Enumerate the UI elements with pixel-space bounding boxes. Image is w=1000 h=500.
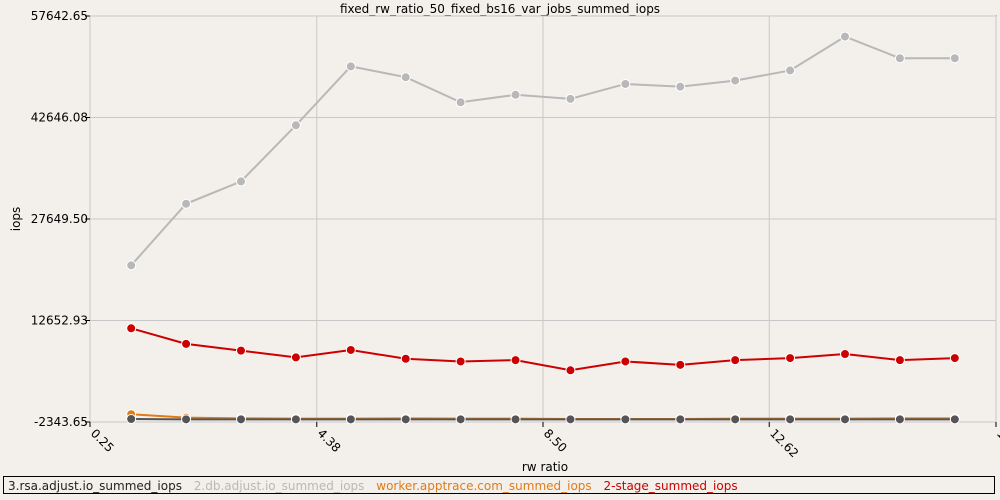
data-point [290,120,301,131]
data-point [455,414,466,425]
x-tick-label: 8.50 [541,426,570,455]
data-point [126,260,137,271]
data-point [400,72,411,83]
data-point [949,414,960,425]
data-point [949,53,960,64]
x-axis: 0.25 4.38 8.50 12.62 16.75 [88,422,1000,460]
data-point [455,97,466,108]
legend-item-rsa: 3.rsa.adjust.io_summed_iops [8,479,182,493]
data-point [236,414,246,425]
series-line [130,327,955,372]
data-point [455,356,466,367]
data-point [236,176,246,187]
data-point [290,414,301,425]
legend-item-worker: worker.apptrace.com_summed_iops [376,479,592,493]
data-point [236,345,246,356]
data-point [675,359,686,370]
series-group [126,31,960,425]
data-point [181,198,192,209]
data-point [840,31,850,42]
legend: 3.rsa.adjust.io_summed_iops 2.db.adjust.… [3,476,995,494]
data-point [620,356,631,367]
data-point [510,89,521,100]
data-point [785,65,796,76]
data-point [565,414,576,425]
data-point [345,414,356,425]
x-tick-label: 4.38 [315,426,344,455]
data-point [730,355,741,366]
legend-item-2stage: 2-stage_summed_iops [603,479,738,493]
data-point [345,344,356,355]
data-point [181,338,192,349]
data-point [126,323,137,334]
data-point [730,414,741,425]
data-point [730,75,741,86]
data-point [675,414,686,425]
data-point [565,365,576,376]
data-point [181,414,192,425]
data-point [126,413,137,424]
x-tick-label: 12.62 [767,426,801,460]
data-point [400,353,411,364]
data-point [290,352,301,363]
data-point [675,81,686,92]
data-point [565,93,576,104]
x-tick-label: 16.75 [994,426,1000,460]
y-tick-label: -2343.65 [34,415,88,429]
data-point [949,353,960,364]
data-point [840,349,850,360]
data-point [785,414,796,425]
data-point [510,414,521,425]
x-tick-label: 0.25 [88,426,117,455]
data-point [510,355,521,366]
series-line [130,35,955,267]
legend-item-db: 2.db.adjust.io_summed_iops [193,479,365,493]
data-point [345,61,356,72]
data-point [894,355,905,366]
y-tick-label: 27649.50 [31,212,88,226]
data-point [400,414,411,425]
data-point [840,414,850,425]
data-point [620,414,631,425]
y-axis-label: iops [9,207,23,232]
data-point [894,414,905,425]
y-axis: 57642.65 42646.08 27649.50 12652.93 -2343.65 [31,9,90,429]
x-axis-label: rw ratio [522,460,568,474]
data-point [620,78,631,89]
data-point [785,353,796,364]
y-tick-label: 42646.08 [31,110,88,124]
data-point [894,53,905,64]
y-tick-label: 57642.65 [31,9,88,23]
y-tick-label: 12652.93 [31,313,88,327]
chart: fixed_rw_ratio_50_fixed_bs16_var_jobs_su… [9,2,1000,474]
chart-title: fixed_rw_ratio_50_fixed_bs16_var_jobs_su… [340,2,660,16]
